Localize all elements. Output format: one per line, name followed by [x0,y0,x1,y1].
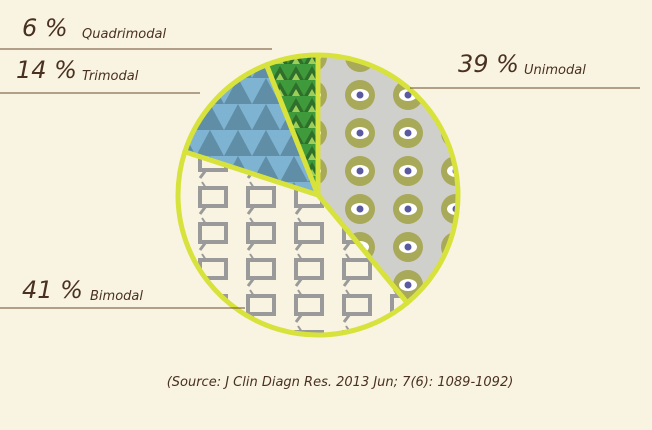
source-note: (Source: J Clin Diagn Res. 2013 Jun; 7(6… [167,375,514,390]
category-label: Unimodal [524,63,586,78]
pie-slice [315,52,461,306]
value-label: 14 % [16,56,77,84]
category-label: Quadrimodal [82,27,166,42]
value-label: 41 % [22,276,83,304]
pie-slice [175,149,410,338]
value-label: 39 % [458,50,519,78]
pie-slice [263,52,321,198]
category-label: Bimodal [90,289,143,304]
category-label: Trimodal [82,69,139,84]
pie-slice [182,62,321,198]
value-label: 6 % [22,14,68,42]
